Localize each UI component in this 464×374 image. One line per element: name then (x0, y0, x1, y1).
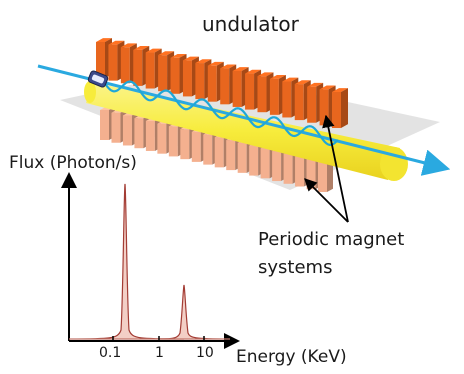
magnet-block (332, 92, 341, 128)
magnet-block-top (257, 72, 274, 77)
magnet-block (307, 86, 317, 123)
magnet-block (145, 52, 155, 89)
magnet-block (108, 44, 118, 81)
magnet-block (257, 76, 267, 113)
magnet-block (182, 60, 192, 97)
spectrum-plot (61, 172, 240, 349)
magnet-block (100, 110, 109, 140)
magnet-block (282, 81, 292, 118)
magnet-block (214, 137, 224, 168)
magnet-block-top (319, 85, 336, 90)
magnet-block (269, 78, 279, 115)
magnet-block (260, 148, 270, 179)
x-tick-label: 1 (155, 345, 164, 361)
magnet-block (245, 73, 255, 110)
magnet-block (318, 162, 327, 192)
magnet-block-top (96, 38, 112, 42)
magnet-block (232, 70, 242, 107)
periodic-magnet-label-line-2: systems (258, 257, 333, 278)
magnet-block (157, 123, 167, 154)
magnet-block-top (158, 51, 175, 56)
upper-magnet-array (96, 38, 348, 128)
magnet-block (294, 84, 304, 121)
magnet-block (111, 112, 121, 143)
magnet-block-top (307, 82, 324, 87)
x-tick-marks (112, 336, 205, 341)
magnet-block (168, 126, 178, 157)
magnet-block-top (282, 77, 299, 82)
magnet-block (122, 115, 132, 146)
y-axis-label: Flux (Photon/s) (9, 153, 137, 173)
magnet-block (133, 49, 143, 86)
magnet-block-side (327, 158, 333, 192)
title-undulator: undulator (202, 12, 299, 36)
magnet-block-top (269, 74, 286, 79)
x-axis-label: Energy (KeV) (236, 347, 347, 367)
magnet-block (134, 118, 144, 149)
magnet-block (96, 42, 105, 78)
lower-magnet-array (100, 106, 333, 192)
magnet-block (170, 57, 180, 94)
magnet-block (191, 131, 201, 162)
magnet-block-side (341, 88, 348, 128)
magnet-block (180, 129, 190, 160)
magnet-block (295, 156, 305, 187)
magnet-block (237, 142, 247, 173)
magnet-block (220, 68, 230, 105)
magnet-block-top (120, 43, 137, 48)
magnet-block (207, 65, 217, 102)
electron-trajectory (103, 80, 339, 147)
magnet-block-top (170, 53, 187, 58)
magnet-block-top (108, 40, 125, 45)
magnet-block (158, 55, 168, 92)
x-tick-label: 0.1 (99, 345, 122, 361)
magnet-block (145, 120, 155, 151)
magnet-block-top (294, 80, 311, 85)
magnet-block (195, 63, 205, 100)
magnet-block (120, 47, 130, 84)
x-tick-label: 10 (196, 345, 214, 361)
magnet-block (306, 159, 316, 190)
magnet-block-top (332, 88, 348, 92)
magnet-block (283, 153, 293, 184)
magnet-block (226, 140, 236, 171)
magnet-block-top (232, 67, 249, 71)
magnet-block-top (145, 48, 162, 53)
magnet-block (249, 145, 259, 176)
magnet-block-top (207, 61, 224, 66)
magnet-pointer-arrows (304, 114, 349, 223)
magnet-block (319, 89, 329, 126)
spectrum-peak-2 (159, 284, 231, 340)
electron-gun-icon (87, 70, 109, 88)
magnet-block-top (220, 64, 237, 69)
magnet-block-top (195, 59, 212, 64)
spectrum-peak-1 (68, 183, 185, 340)
periodic-magnet-label: Periodic magnet (258, 229, 405, 250)
magnet-block-top (182, 56, 199, 61)
magnet-block (203, 134, 213, 165)
magnet-block (272, 151, 282, 182)
magnet-block-top (133, 46, 150, 50)
magnet-block-top (245, 69, 262, 74)
